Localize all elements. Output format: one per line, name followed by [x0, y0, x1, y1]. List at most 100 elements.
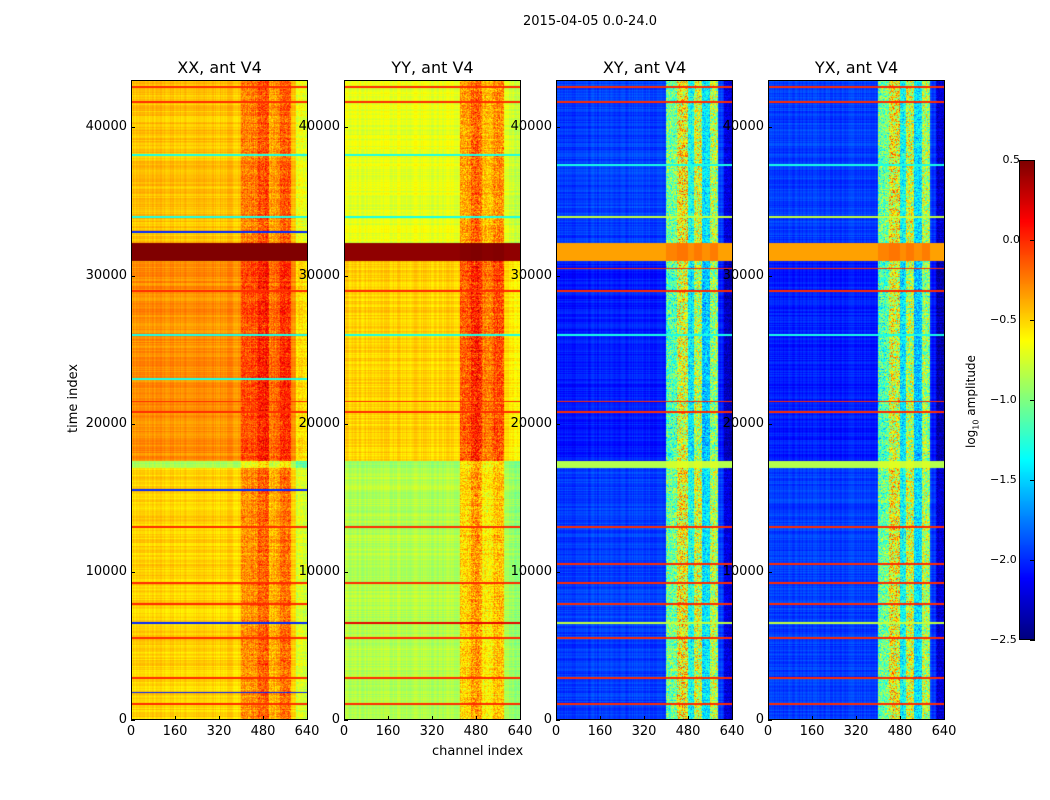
- y-tick-label: 30000: [722, 267, 764, 283]
- x-tick-label: 0: [126, 724, 136, 739]
- x-tick-label: 320: [631, 724, 657, 739]
- y-tick-mark: [344, 720, 348, 721]
- y-tick-mark: [556, 423, 560, 425]
- x-tick-mark: [600, 716, 601, 720]
- x-tick-mark: [432, 716, 433, 720]
- x-tick-label: 480: [887, 724, 913, 739]
- x-tick-label: 640: [294, 724, 320, 739]
- colorbar-tick-mark: [1030, 160, 1035, 161]
- x-tick-mark: [219, 716, 220, 720]
- figure-title: 2015-04-05 0.0-24.0: [523, 14, 657, 29]
- colorbar-label-sub: 10: [971, 419, 981, 430]
- y-tick-label: 30000: [85, 267, 127, 283]
- y-tick-mark: [344, 571, 348, 573]
- x-tick-mark: [900, 716, 901, 720]
- x-tick-label: 480: [675, 724, 701, 739]
- colorbar-tick-mark: [1030, 480, 1035, 481]
- x-tick-mark: [175, 716, 176, 720]
- y-tick-mark: [556, 275, 560, 277]
- y-tick-mark: [768, 720, 772, 721]
- colorbar-tick-mark: [1030, 560, 1035, 561]
- y-tick-mark: [131, 275, 135, 277]
- x-tick-mark: [856, 716, 857, 720]
- panel-title: YX, ant V4: [814, 58, 899, 77]
- y-tick-label: 0: [118, 712, 127, 727]
- y-tick-label: 20000: [722, 415, 764, 431]
- y-tick-label: 40000: [85, 119, 127, 135]
- colorbar-tick-label: −0.5: [990, 313, 1017, 326]
- colorbar-tick-mark: [1030, 320, 1035, 321]
- x-tick-mark: [520, 716, 521, 720]
- y-tick-mark: [768, 571, 772, 573]
- x-tick-label: 0: [339, 724, 349, 739]
- y-tick-mark: [768, 423, 772, 425]
- x-tick-label: 320: [843, 724, 869, 739]
- x-tick-mark: [344, 716, 345, 720]
- colorbar-tick-label: 0.5: [1002, 153, 1021, 166]
- y-tick-label: 0: [331, 712, 340, 727]
- colorbar-label-log: log: [964, 429, 978, 448]
- panel-title: XY, ant V4: [602, 58, 687, 77]
- heatmap-panel: [131, 80, 308, 720]
- heatmap-panel: [344, 80, 521, 720]
- colorbar-tick-mark: [1030, 640, 1035, 641]
- x-tick-mark: [732, 716, 733, 720]
- x-tick-label: 320: [419, 724, 445, 739]
- y-tick-label: 30000: [510, 267, 552, 283]
- colorbar-label-rest: amplitude: [964, 355, 978, 420]
- heatmap-cells: [769, 81, 944, 719]
- x-tick-label: 480: [250, 724, 276, 739]
- y-tick-label: 10000: [298, 563, 340, 579]
- y-tick-mark: [556, 571, 560, 573]
- x-tick-label: 640: [931, 724, 957, 739]
- y-tick-label: 40000: [298, 119, 340, 135]
- x-tick-mark: [556, 716, 557, 720]
- y-tick-label: 20000: [298, 415, 340, 431]
- x-tick-mark: [812, 716, 813, 720]
- x-tick-label: 640: [507, 724, 533, 739]
- y-tick-mark: [556, 720, 560, 721]
- panel-title: XX, ant V4: [177, 58, 262, 77]
- x-tick-mark: [476, 716, 477, 720]
- x-tick-label: 0: [763, 724, 773, 739]
- y-tick-label: 0: [755, 712, 764, 727]
- y-tick-label: 20000: [85, 415, 127, 431]
- y-tick-mark: [131, 127, 135, 129]
- y-tick-label: 30000: [298, 267, 340, 283]
- colorbar-tick-mark: [1030, 400, 1035, 401]
- heatmap-cells: [345, 81, 520, 719]
- x-tick-label: 160: [587, 724, 613, 739]
- colorbar-tick-mark: [1030, 240, 1035, 241]
- y-tick-mark: [344, 127, 348, 129]
- y-tick-mark: [344, 423, 348, 425]
- colorbar-tick-label: −2.0: [990, 553, 1017, 566]
- heatmap-cells: [132, 81, 307, 719]
- y-tick-label: 20000: [510, 415, 552, 431]
- colorbar-tick-label: −1.5: [990, 473, 1017, 486]
- x-tick-label: 160: [162, 724, 188, 739]
- y-tick-mark: [768, 275, 772, 277]
- x-tick-mark: [388, 716, 389, 720]
- x-tick-mark: [768, 716, 769, 720]
- colorbar-label: log10 amplitude: [964, 355, 980, 448]
- x-axis-label: channel index: [432, 744, 524, 759]
- x-tick-mark: [644, 716, 645, 720]
- y-tick-mark: [556, 127, 560, 129]
- y-tick-mark: [131, 571, 135, 573]
- y-tick-mark: [768, 127, 772, 129]
- colorbar-tick-label: −1.0: [990, 393, 1017, 406]
- y-tick-mark: [131, 423, 135, 425]
- y-tick-label: 40000: [722, 119, 764, 135]
- y-tick-label: 0: [543, 712, 552, 727]
- x-tick-mark: [944, 716, 945, 720]
- x-tick-mark: [688, 716, 689, 720]
- x-tick-mark: [263, 716, 264, 720]
- y-tick-label: 10000: [85, 563, 127, 579]
- y-tick-mark: [344, 275, 348, 277]
- y-tick-mark: [131, 720, 135, 721]
- colorbar-tick-label: −2.5: [990, 633, 1017, 646]
- x-tick-label: 160: [799, 724, 825, 739]
- y-tick-label: 40000: [510, 119, 552, 135]
- colorbar-tick-label: 0.0: [1002, 233, 1021, 246]
